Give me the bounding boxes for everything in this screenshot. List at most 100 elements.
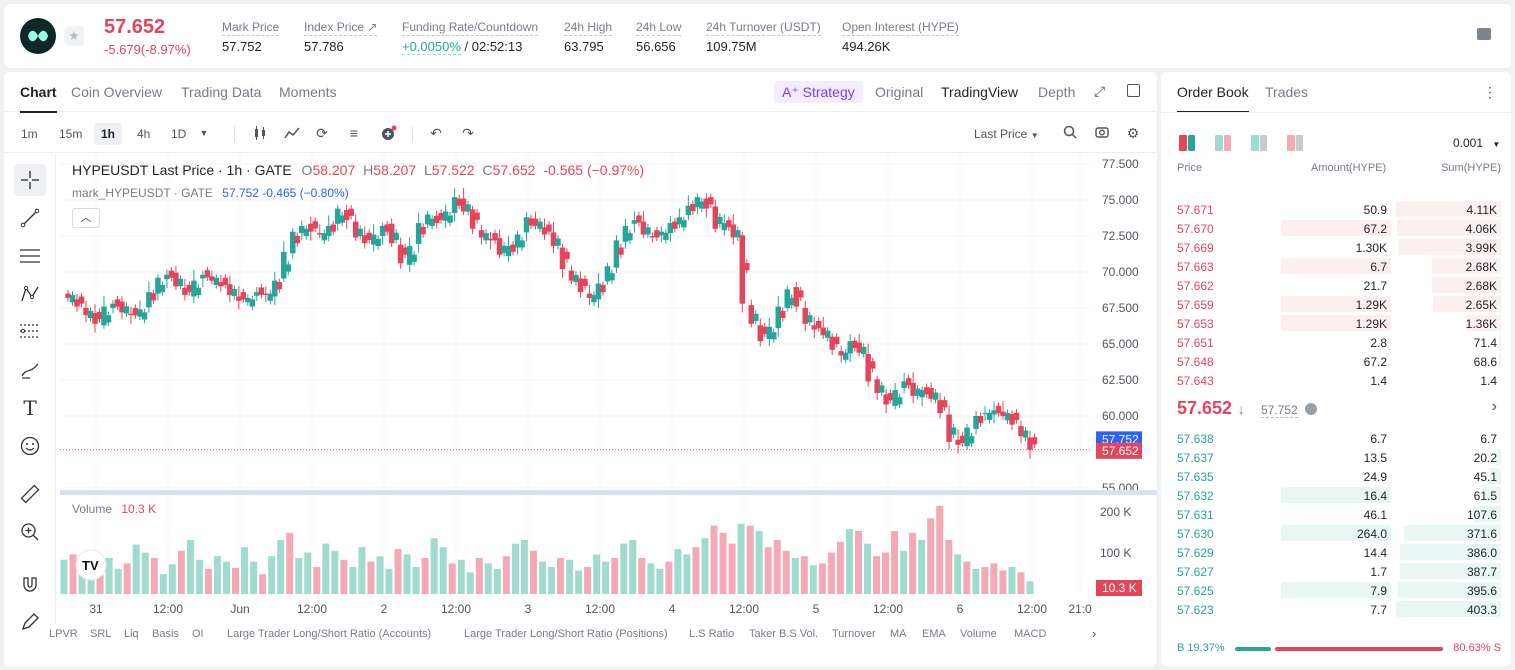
collapse-legend-button[interactable]: ︿	[72, 208, 100, 228]
timeframe-4h[interactable]: 4h	[137, 127, 151, 141]
view-original[interactable]: Original	[875, 84, 924, 100]
timeframe-1h[interactable]: 1h	[94, 123, 123, 145]
stat-mark-price[interactable]: Mark Price 57.752	[222, 20, 280, 54]
volume-bar	[990, 563, 998, 594]
indicator-liq[interactable]: Liq	[124, 628, 139, 640]
candle	[1004, 413, 1011, 421]
bid-row[interactable]: 57.623 7.7 403.3	[1161, 600, 1511, 619]
ask-row[interactable]: 57.659 1.29K 2.65K	[1161, 295, 1511, 314]
indicator-ls-accounts[interactable]: Large Trader Long/Short Ratio (Accounts)	[227, 628, 432, 640]
view-depth[interactable]: Depth	[1038, 84, 1076, 100]
mid-price-row[interactable]: 57.652 ↓ 57.752 ›	[1177, 398, 1497, 418]
ask-row[interactable]: 57.651 2.8 71.4	[1161, 333, 1511, 352]
bid-row[interactable]: 57.632 16.4 61.5	[1161, 486, 1511, 505]
book-icon[interactable]	[1477, 28, 1491, 40]
view-tradingview[interactable]: TradingView	[941, 84, 1019, 100]
stat-open-interest[interactable]: Open Interest (HYPE) 494.26K	[842, 20, 959, 54]
precision-select[interactable]: 0.001 ▼	[1453, 136, 1501, 150]
candlestick-chart[interactable]: 77.500 75.000 72.500 70.000 67.500 65.000 62.5…	[60, 154, 1157, 616]
tab-trades[interactable]: Trades	[1265, 84, 1309, 100]
indicator-basis[interactable]: Basis	[152, 628, 179, 640]
bid-row[interactable]: 57.635 24.9 45.1	[1161, 467, 1511, 486]
ask-row[interactable]: 57.663 6.7 2.68K	[1161, 257, 1511, 276]
more-icon[interactable]: ⋮	[1483, 84, 1497, 100]
crosshair-icon[interactable]	[14, 164, 46, 196]
price-type-select[interactable]: Last Price ▼	[974, 127, 1039, 141]
magnet-icon[interactable]	[14, 568, 46, 600]
indicator-ls-positions[interactable]: Large Trader Long/Short Ratio (Positions…	[464, 628, 668, 640]
window-icon[interactable]	[1127, 84, 1140, 97]
tab-chart[interactable]: Chart	[20, 84, 57, 113]
bid-row[interactable]: 57.625 7.9 395.6	[1161, 581, 1511, 600]
pattern-icon[interactable]	[14, 278, 46, 310]
indicator-ma[interactable]: MA	[890, 628, 907, 640]
ask-row[interactable]: 57.648 67.2 68.6	[1161, 352, 1511, 371]
indicator-turnover[interactable]: Turnover	[832, 628, 876, 640]
ruler-icon[interactable]	[14, 478, 46, 510]
replay-icon[interactable]: ⟳	[316, 125, 328, 141]
text-tool-icon[interactable]: T	[23, 396, 37, 420]
indicators-icon[interactable]	[284, 125, 300, 141]
candle-type-icon[interactable]	[252, 125, 268, 141]
emoji-icon[interactable]	[14, 430, 46, 462]
ask-row[interactable]: 57.653 1.29K 1.36K	[1161, 314, 1511, 333]
stat-index-price[interactable]: Index Price ↗ 57.786	[304, 20, 378, 54]
expand-icon[interactable]: ⤢	[1094, 83, 1106, 99]
bid-row[interactable]: 57.638 6.7 6.7	[1161, 429, 1511, 448]
ask-row[interactable]: 57.671 50.9 4.11K	[1161, 200, 1511, 219]
candle	[726, 220, 732, 228]
tab-order-book[interactable]: Order Book	[1177, 84, 1249, 113]
tab-trading-data[interactable]: Trading Data	[181, 84, 262, 100]
depth-bar	[1432, 258, 1501, 274]
redo-icon[interactable]: ↷	[462, 125, 474, 141]
book-mode-bids-icon[interactable]	[1251, 135, 1267, 151]
stat-funding-rate[interactable]: Funding Rate/Countdown +0.0050% / 02:52:…	[402, 20, 539, 55]
indicator-volume[interactable]: Volume	[960, 628, 997, 640]
info-icon[interactable]	[1305, 403, 1317, 415]
ask-row[interactable]: 57.643 1.4 1.4	[1161, 371, 1511, 390]
strategy-button[interactable]: A⁺ Strategy	[774, 81, 863, 103]
bid-row[interactable]: 57.630 264.0 371.6	[1161, 524, 1511, 543]
favorite-star-icon[interactable]: ★	[64, 26, 84, 46]
chevron-down-icon[interactable]: ▼	[199, 128, 209, 138]
pencil-lock-icon[interactable]	[14, 606, 46, 638]
ask-row[interactable]: 57.662 21.7 2.68K	[1161, 276, 1511, 295]
indicator-srl[interactable]: SRL	[90, 628, 112, 640]
bid-row[interactable]: 57.627 1.7 387.7	[1161, 562, 1511, 581]
brush-icon[interactable]	[14, 354, 46, 386]
indicator-macd[interactable]: MACD	[1014, 628, 1047, 640]
indicator-lpvr[interactable]: LPVR	[49, 628, 78, 640]
ask-row[interactable]: 57.669 1.30K 3.99K	[1161, 238, 1511, 257]
chevron-right-icon[interactable]: ›	[1092, 626, 1097, 641]
timeframe-1d[interactable]: 1D	[171, 127, 187, 141]
price-chart[interactable]: 77.500 75.000 72.500 70.000 67.500 65.000 62.5…	[60, 154, 1157, 616]
bid-row[interactable]: 57.637 13.5 20.2	[1161, 448, 1511, 467]
templates-icon[interactable]: ≡	[349, 125, 359, 141]
timeframe-1m[interactable]: 1m	[21, 127, 38, 141]
book-mode-mixed-icon[interactable]	[1215, 135, 1231, 151]
horizontal-lines-icon[interactable]	[14, 240, 46, 272]
indicator-ls-ratio[interactable]: L.S Ratio	[689, 628, 735, 640]
tab-coin-overview[interactable]: Coin Overview	[71, 84, 163, 100]
zoom-in-icon[interactable]	[14, 516, 46, 548]
book-mode-both-icon[interactable]	[1179, 135, 1195, 151]
add-alert-icon[interactable]	[380, 125, 397, 141]
candle	[766, 326, 773, 339]
ask-row[interactable]: 57.670 67.2 4.06K	[1161, 219, 1511, 238]
book-mode-asks-icon[interactable]	[1287, 135, 1303, 151]
gear-icon[interactable]: ⚙	[1126, 125, 1140, 141]
search-icon[interactable]	[1062, 125, 1078, 141]
bid-row[interactable]: 57.629 14.4 386.0	[1161, 543, 1511, 562]
camera-icon[interactable]	[1094, 125, 1110, 141]
bid-row[interactable]: 57.631 46.1 107.6	[1161, 505, 1511, 524]
trend-line-icon[interactable]	[14, 202, 46, 234]
indicator-taker-vol[interactable]: Taker B.S Vol.	[749, 628, 819, 640]
tab-moments[interactable]: Moments	[279, 84, 337, 100]
undo-icon[interactable]: ↶	[430, 125, 442, 141]
indicator-ema[interactable]: EMA	[922, 628, 946, 640]
fib-icon[interactable]	[14, 316, 46, 348]
timeframe-15m[interactable]: 15m	[59, 127, 83, 141]
candle	[195, 287, 202, 296]
indicator-oi[interactable]: OI	[192, 628, 204, 640]
chevron-right-icon[interactable]: ›	[1491, 398, 1497, 415]
